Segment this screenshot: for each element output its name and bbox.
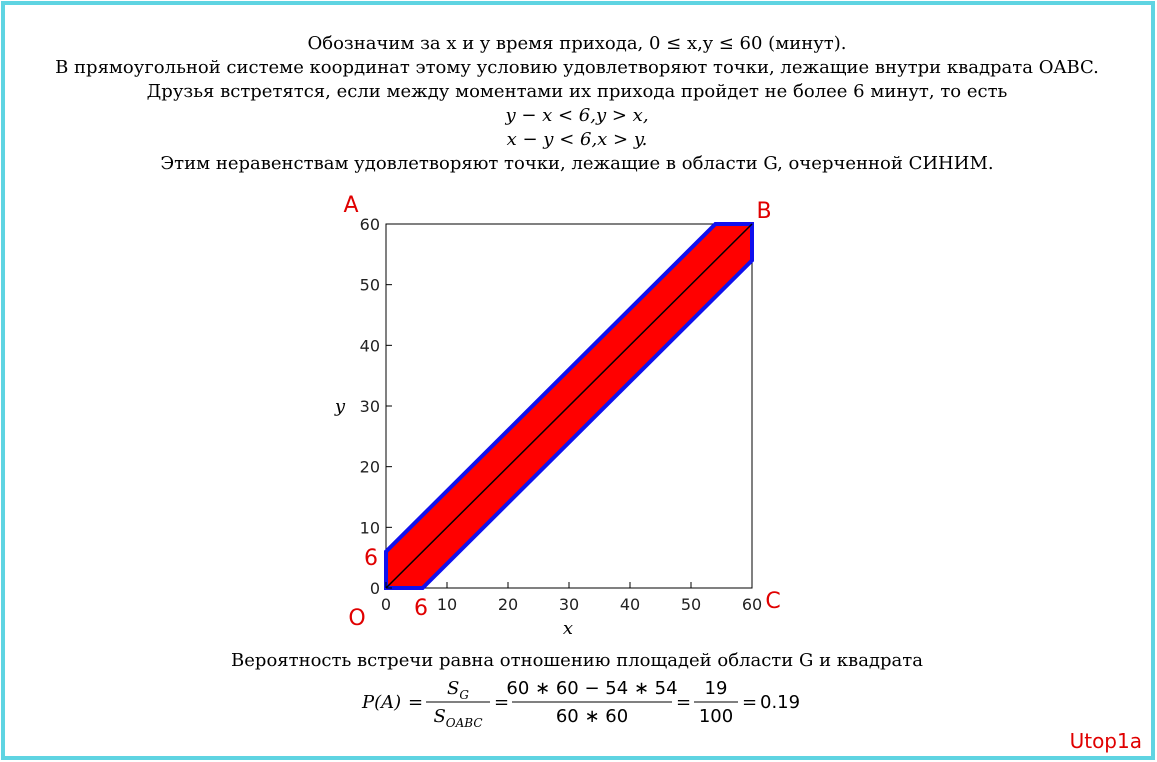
numerator: SG (447, 678, 469, 702)
y-tick-label: 40 (360, 336, 380, 355)
y-tick-label: 60 (360, 215, 380, 234)
signature: Utop1a (1070, 729, 1142, 753)
x-tick-label: 20 (498, 595, 518, 614)
equals: = (408, 692, 423, 713)
x-tick-label: 0 (381, 595, 391, 614)
y-tick-label: 50 (360, 276, 380, 295)
equals: = (742, 692, 757, 713)
y-tick-label: 20 (360, 458, 380, 477)
denominator: SOABC (433, 706, 482, 730)
sentence: Вероятность встречи равна отношению площ… (231, 650, 923, 671)
point-label: B (756, 199, 771, 224)
subscript: G (459, 688, 469, 702)
numerator-text: 19 (705, 678, 728, 699)
text-line: Этим неравенствам удовлетворяют точки, л… (160, 153, 993, 174)
y-tick-label: 0 (370, 579, 380, 598)
denominator-text: 60 ∗ 60 (556, 706, 628, 727)
y-tick-label: 30 (360, 397, 380, 416)
equals: = (676, 692, 691, 713)
equals: = (494, 692, 509, 713)
text-line: x − y < 6,x > y. (507, 129, 648, 150)
denominator-text: 100 (699, 706, 733, 727)
formula-lhs: P(A) (361, 692, 401, 713)
denominator: 100 (699, 706, 733, 727)
numerator-text: S (447, 678, 459, 699)
x-axis-label: x (563, 618, 573, 639)
numerator: 19 (705, 678, 728, 699)
point-label: A (343, 193, 358, 218)
numerator: 60 ∗ 60 − 54 ∗ 54 (506, 678, 677, 699)
numerator-text: 60 ∗ 60 − 54 ∗ 54 (506, 678, 677, 699)
denominator: 60 ∗ 60 (556, 706, 628, 727)
subscript: OABC (446, 716, 483, 730)
point-label: C (765, 589, 780, 614)
y-tick-label: 10 (360, 518, 380, 537)
formula-result: 0.19 (760, 692, 800, 713)
x-tick-label: 30 (559, 595, 579, 614)
point-label: 6 (414, 596, 428, 621)
text-line: Обозначим за x и y время прихода, 0 ≤ x,… (308, 33, 847, 54)
x-tick-label: 40 (620, 595, 640, 614)
x-tick-label: 60 (742, 595, 762, 614)
text-line: В прямоугольной системе координат этому … (55, 57, 1099, 78)
denominator-text: S (433, 706, 445, 727)
x-tick-label: 10 (437, 595, 457, 614)
text-line: y − x < 6,y > x, (504, 105, 648, 126)
point-label: O (348, 606, 365, 631)
point-label: 6 (364, 546, 378, 571)
diagonal (385, 223, 753, 589)
chart: 0 10 20 30 40 50 60 0 10 20 30 40 50 60 x y A B C O 6 6 (334, 193, 781, 639)
header: Обозначим за x и y время прихода, 0 ≤ x,… (55, 33, 1099, 174)
x-tick-label: 50 (681, 595, 701, 614)
y-axis-label: y (334, 396, 346, 417)
text-line: Друзья встретятся, если между моментами … (147, 81, 1008, 102)
